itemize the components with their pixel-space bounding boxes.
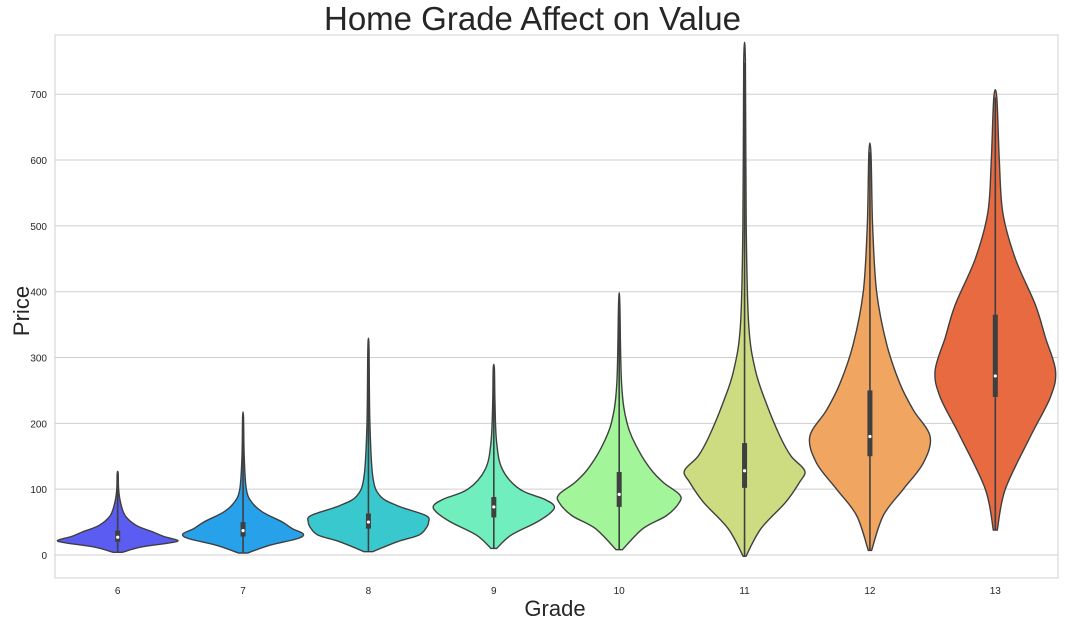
x-axis-label: Grade [524,596,586,621]
violin-median-11 [742,469,747,473]
violin-median-12 [868,434,872,439]
x-tick-label: 8 [366,586,372,597]
y-tick-label: 700 [30,90,47,101]
y-tick-label: 400 [30,288,47,299]
x-tick-label: 12 [864,586,876,597]
violin-iqr-11 [742,443,748,488]
x-tick-label: 6 [115,586,121,597]
violin-median-6 [116,535,120,539]
y-tick-label: 500 [30,222,47,233]
y-tick-label: 0 [41,551,47,562]
violin-iqr-10 [616,472,622,507]
violin-iqr-13 [992,314,998,397]
chart-title: Home Grade Affect on Value [323,0,742,37]
y-tick-label: 300 [30,354,47,365]
y-tick-label: 100 [30,485,47,496]
violin-iqr-12 [867,390,873,457]
x-tick-label: 10 [614,586,626,597]
violin-median-7 [241,529,245,533]
y-tick-label: 200 [30,419,47,430]
x-tick-label: 13 [990,586,1002,597]
violin-median-13 [993,374,997,378]
violin-median-9 [492,505,496,509]
y-tick-label: 600 [30,156,47,167]
x-tick-label: 7 [240,586,246,597]
violin-median-8 [366,520,371,524]
x-tick-label: 9 [491,586,497,597]
violin-median-10 [617,492,621,497]
y-axis-label: Price [9,285,34,337]
x-tick-label: 11 [739,586,750,597]
plot-area [54,34,1059,579]
